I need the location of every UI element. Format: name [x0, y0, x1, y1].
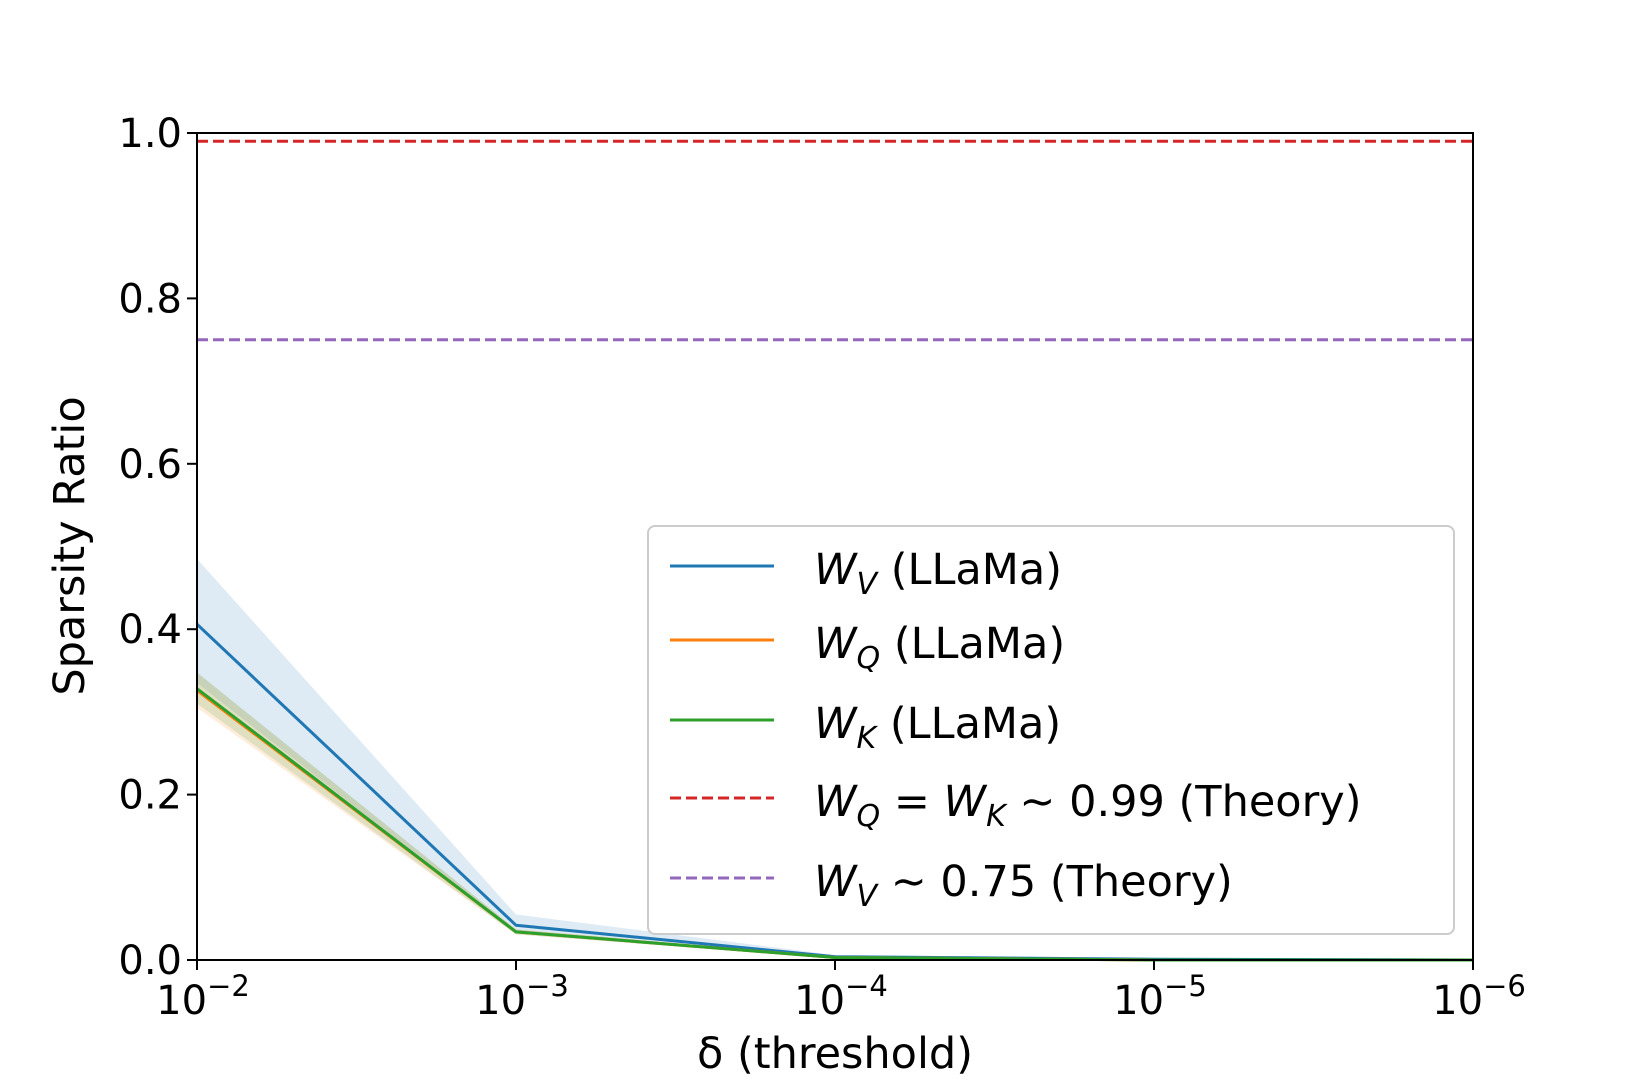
legend-label-theory-qk: WQ = WK ∼ 0.99 (Theory) — [814, 777, 1362, 834]
x-tick-label: 10−6 — [1432, 969, 1526, 1024]
y-tick-label: 1.0 — [118, 111, 182, 157]
x-axis-label: δ (threshold) — [697, 1029, 973, 1079]
x-axis: 10−2 10−3 10−4 10−5 10−6 — [156, 960, 1526, 1024]
y-axis: 0.0 0.2 0.4 0.6 0.8 1.0 — [118, 111, 197, 984]
y-tick-label: 0.0 — [118, 938, 182, 984]
legend: WV (LLaMa) WQ (LLaMa) WK (LLaMa) WQ = WK ∼ … — [647, 525, 1455, 935]
legend-box — [647, 525, 1455, 935]
legend-label-wv: WV (LLaMa) — [814, 545, 1062, 602]
x-tick-label: 10−5 — [1113, 969, 1207, 1024]
x-tick-label: 10−2 — [156, 969, 250, 1024]
y-tick-label: 0.6 — [118, 442, 182, 488]
x-tick-label: 10−3 — [475, 969, 569, 1024]
y-tick-label: 0.8 — [118, 276, 182, 322]
y-tick-label: 0.4 — [118, 607, 182, 653]
legend-label-wk: WK (LLaMa) — [814, 699, 1061, 756]
legend-label-theory-v: WV ∼ 0.75 (Theory) — [814, 857, 1233, 914]
x-tick-label: 10−4 — [794, 969, 888, 1024]
y-axis-label: Sparsity Ratio — [45, 396, 95, 695]
legend-label-wq: WQ (LLaMa) — [814, 619, 1065, 676]
y-tick-label: 0.2 — [118, 773, 182, 819]
